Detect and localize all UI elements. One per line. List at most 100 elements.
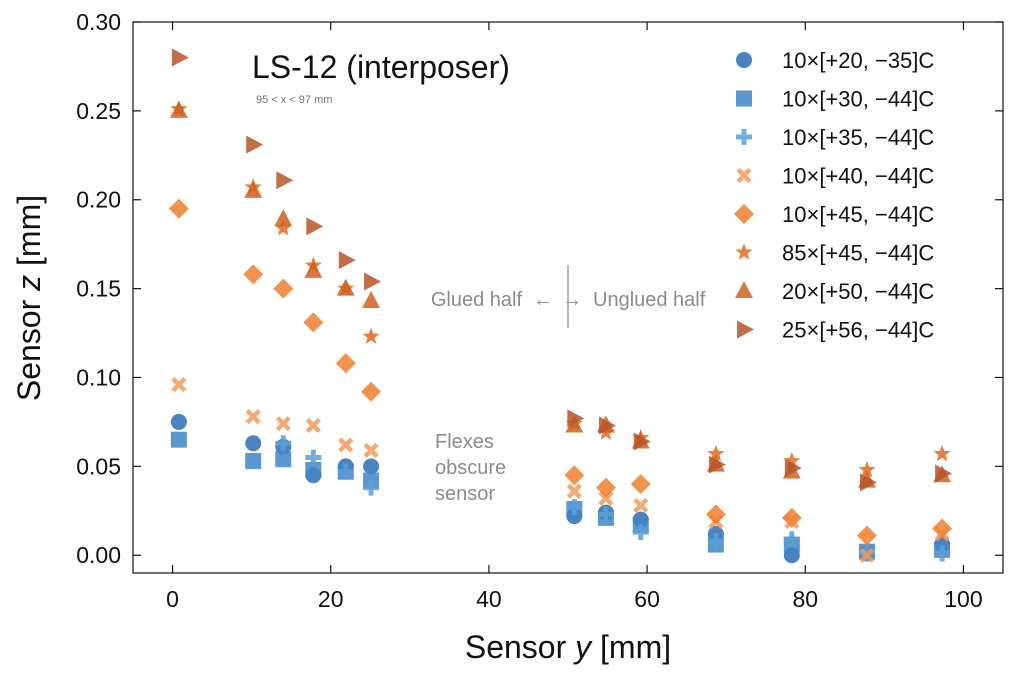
data-point	[363, 458, 380, 475]
legend-marker	[737, 320, 754, 339]
data-point	[364, 272, 382, 291]
data-point	[274, 219, 292, 236]
data-point	[632, 524, 649, 541]
x-tick-label: 80	[792, 586, 818, 612]
y-axis-title: Sensor z [mm]	[11, 195, 47, 401]
y-tick-label: 0.00	[76, 542, 121, 568]
data-point	[934, 545, 951, 562]
chart-title: LS-12 (interposer)	[252, 49, 510, 85]
x-tick-label: 60	[634, 586, 660, 612]
data-point	[597, 506, 614, 523]
data-point	[243, 264, 264, 285]
data-point	[275, 416, 291, 432]
data-point	[784, 459, 802, 478]
data-markers	[168, 48, 953, 564]
data-point	[858, 460, 876, 478]
data-point	[361, 381, 382, 402]
data-point	[567, 409, 585, 428]
data-point	[244, 180, 263, 198]
right-arrow-glyph: →	[562, 289, 582, 311]
data-point	[564, 465, 585, 486]
data-point	[707, 533, 724, 550]
legend-label: 10×[+40, −44]C	[782, 164, 934, 189]
x-axis-title: Sensor y [mm]	[465, 629, 671, 665]
legend-marker	[734, 204, 754, 224]
data-point	[362, 291, 381, 309]
flexes-note-line-1: Flexes	[435, 431, 494, 453]
legend-label: 25×[+56, −44]C	[782, 318, 934, 343]
data-point	[168, 198, 189, 219]
data-point	[932, 518, 953, 539]
legend-label: 85×[+45, −44]C	[782, 241, 934, 266]
left-arrow-glyph: ←	[533, 289, 553, 311]
axis-ticks: 0 20 40 60 80 100 0.00 0.05 0.10 0.15 0.20 0.25 0.30	[76, 9, 1003, 612]
x-tick-label: 0	[166, 586, 179, 612]
data-point	[170, 413, 187, 430]
data-point	[859, 547, 875, 563]
data-point	[935, 464, 953, 483]
x-tick-label: 40	[476, 586, 502, 612]
legend-marker	[736, 167, 752, 184]
unglued-half-label: Unglued half	[593, 289, 706, 311]
data-point	[566, 483, 582, 499]
flexes-note-line-2: obscure	[435, 457, 506, 479]
legend-marker	[736, 52, 752, 68]
legend-label: 10×[+35, −44]C	[782, 125, 934, 150]
data-point	[598, 490, 614, 506]
plot-frame	[132, 21, 1004, 574]
data-point	[275, 451, 292, 468]
x-tick-label: 20	[318, 586, 344, 612]
legend-label: 10×[+20, −35]C	[782, 48, 934, 73]
legend-marker	[735, 281, 753, 298]
data-point	[338, 251, 356, 270]
y-tick-label: 0.30	[76, 9, 121, 35]
data-point	[595, 477, 616, 498]
y-tick-label: 0.20	[76, 187, 121, 213]
data-point	[565, 415, 584, 433]
data-point	[598, 416, 616, 435]
data-point	[169, 100, 188, 118]
chart-subtitle: 95 < x < 97 mm	[256, 94, 332, 106]
data-point	[707, 444, 725, 462]
data-point	[171, 377, 187, 393]
y-tick-label: 0.15	[76, 276, 121, 302]
data-point	[276, 171, 294, 190]
legend-label: 10×[+45, −44]C	[782, 202, 934, 227]
data-point	[633, 497, 649, 514]
x-tick-label: 100	[944, 586, 982, 612]
data-point	[305, 449, 322, 466]
data-point	[335, 353, 356, 374]
data-point	[363, 479, 380, 496]
data-point	[246, 135, 264, 154]
data-point	[304, 260, 323, 278]
data-point	[566, 499, 583, 516]
data-point	[305, 461, 322, 478]
data-point	[245, 453, 262, 470]
y-tick-label: 0.10	[76, 364, 121, 390]
data-point	[245, 408, 261, 425]
data-point	[859, 473, 877, 492]
data-point	[337, 463, 354, 480]
data-point	[708, 455, 726, 474]
legend-label: 10×[+30, −44]C	[782, 87, 934, 112]
y-tick-label: 0.05	[76, 453, 121, 479]
legend: 10×[+20, −35]C 10×[+30, −44]C 10×[+35, −44…	[734, 48, 934, 343]
data-point	[630, 474, 651, 495]
data-point	[245, 435, 262, 452]
data-point	[363, 442, 379, 458]
data-point	[305, 417, 321, 434]
data-point	[633, 432, 651, 451]
legend-label: 20×[+50, −44]C	[782, 279, 934, 304]
data-point	[170, 431, 187, 448]
glued-half-label: Glued half	[431, 289, 523, 311]
data-point	[274, 209, 293, 227]
data-point	[362, 327, 380, 344]
y-tick-label: 0.25	[76, 98, 121, 124]
data-point	[705, 504, 726, 525]
data-point	[336, 278, 355, 296]
data-point	[783, 531, 800, 548]
data-point	[275, 435, 292, 452]
data-point	[171, 48, 189, 67]
flexes-note-line-3: sensor	[435, 483, 495, 505]
data-point	[306, 217, 324, 236]
